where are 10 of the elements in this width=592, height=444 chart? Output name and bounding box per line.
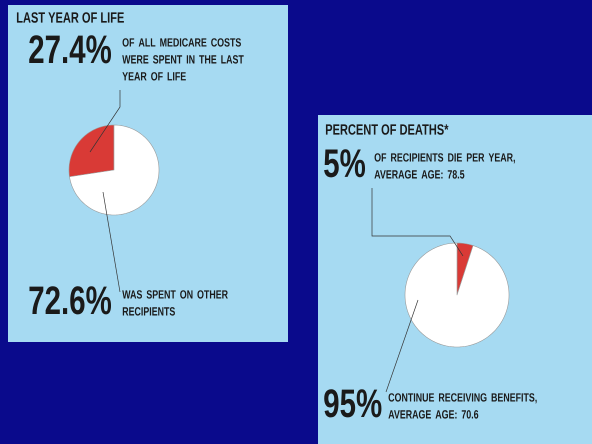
data-label: 72.6% — [29, 286, 112, 314]
slice-label: CONTINUE RECEIVING BENEFITS, AVERAGE AGE: 70.6 — [388, 393, 537, 419]
data-label: 27.4% — [29, 35, 112, 64]
data-label: 5% — [324, 149, 366, 178]
slice-label: WAS SPENT ON OTHER RECIPIENTS — [122, 290, 228, 316]
data-label: 95% — [324, 389, 382, 418]
slice-label: OF RECIPIENTS DIE PER YEAR, AVERAGE AGE: 78.5 — [374, 153, 515, 179]
chart-title: LAST YEAR OF LIFE — [16, 12, 124, 23]
chart-title: PERCENT OF DEATHS* — [326, 124, 448, 135]
slice-label: OF ALL MEDICARE COSTS WERE SPENT IN THE LAST YEAR OF LIFE — [122, 38, 244, 81]
